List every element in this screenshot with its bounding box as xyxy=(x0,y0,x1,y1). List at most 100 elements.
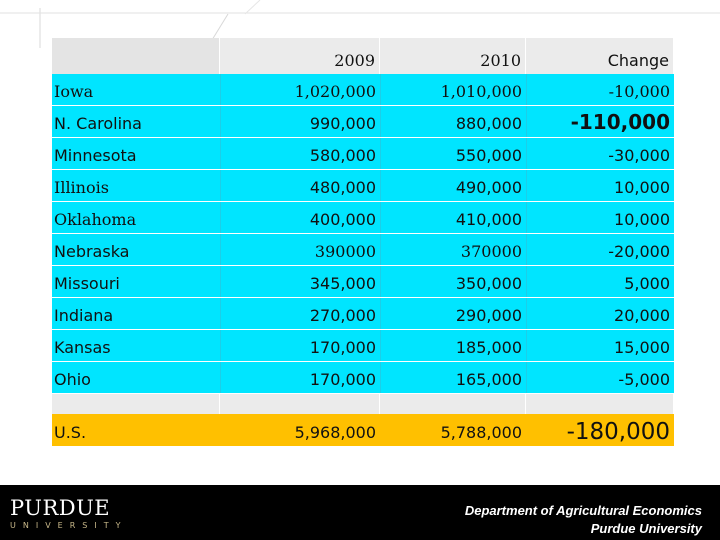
value-2010-cell: 350,000 xyxy=(380,266,526,297)
value-2010-cell: 370000 xyxy=(380,234,526,265)
state-cell: N. Carolina xyxy=(52,106,220,137)
value-2009: 480,000 xyxy=(309,178,376,197)
state-name: Illinois xyxy=(54,178,109,197)
change-value: 15,000 xyxy=(614,338,670,357)
value-2010: 290,000 xyxy=(455,306,522,325)
value-2009-cell: 1,020,000 xyxy=(220,74,380,105)
table-header-row: 2009 2010 Change xyxy=(52,38,674,74)
state-cell: Missouri xyxy=(52,266,220,297)
header-2009-cell: 2009 xyxy=(220,38,380,74)
change-cell: 20,000 xyxy=(526,298,674,329)
table-row-minnesota: Minnesota 580,000 550,000 -30,000 xyxy=(52,138,674,170)
table-row-us-total: U.S. 5,968,000 5,788,000 -180,000 xyxy=(52,414,674,446)
department-name: Department of Agricultural Economics xyxy=(464,503,702,518)
spacer-cell xyxy=(526,394,674,414)
value-2009-cell: 170,000 xyxy=(220,330,380,361)
value-2010-cell: 185,000 xyxy=(380,330,526,361)
acreage-table: 2009 2010 Change Iowa 1,020,000 1,010,00… xyxy=(52,38,674,446)
header-change-label: Change xyxy=(607,51,669,70)
value-2010-cell: 490,000 xyxy=(380,170,526,201)
change-value: -10,000 xyxy=(608,82,670,101)
value-2009: 345,000 xyxy=(309,274,376,293)
value-2010: 410,000 xyxy=(455,210,522,229)
value-2010-cell: 1,010,000 xyxy=(380,74,526,105)
value-2010: 550,000 xyxy=(455,146,522,165)
department-credit: Department of Agricultural Economics Pur… xyxy=(465,502,702,538)
university-name: Purdue University xyxy=(590,521,702,536)
change-value: -5,000 xyxy=(618,370,670,389)
value-2009: 580,000 xyxy=(309,146,376,165)
value-2009: 400,000 xyxy=(309,210,376,229)
value-2010: 185,000 xyxy=(455,338,522,357)
header-2010-cell: 2010 xyxy=(380,38,526,74)
change-value: 5,000 xyxy=(624,274,670,293)
change-cell: -30,000 xyxy=(526,138,674,169)
value-2009-cell: 270,000 xyxy=(220,298,380,329)
value-2009-cell: 400,000 xyxy=(220,202,380,233)
value-2010-cell: 290,000 xyxy=(380,298,526,329)
table-row-iowa: Iowa 1,020,000 1,010,000 -10,000 xyxy=(52,74,674,106)
header-state-cell xyxy=(52,38,220,74)
value-2009: 170,000 xyxy=(309,370,376,389)
table-row-indiana: Indiana 270,000 290,000 20,000 xyxy=(52,298,674,330)
state-cell: Illinois xyxy=(52,170,220,201)
total-label-cell: U.S. xyxy=(52,414,220,446)
total-2010-cell: 5,788,000 xyxy=(380,414,526,446)
state-name: Missouri xyxy=(54,274,120,293)
change-cell: 5,000 xyxy=(526,266,674,297)
value-2010: 370000 xyxy=(460,242,522,261)
change-cell: -5,000 xyxy=(526,362,674,393)
total-change: -180,000 xyxy=(566,419,670,445)
change-cell: 10,000 xyxy=(526,202,674,233)
purdue-logo: PURDUE UNIVERSITY xyxy=(10,497,128,530)
change-value: 10,000 xyxy=(614,178,670,197)
total-2010: 5,788,000 xyxy=(440,423,522,442)
table-row-ohio: Ohio 170,000 165,000 -5,000 xyxy=(52,362,674,394)
table-row-illinois: Illinois 480,000 490,000 10,000 xyxy=(52,170,674,202)
value-2009: 1,020,000 xyxy=(294,82,376,101)
value-2010: 350,000 xyxy=(455,274,522,293)
header-change-cell: Change xyxy=(526,38,674,74)
total-2009-cell: 5,968,000 xyxy=(220,414,380,446)
state-cell: Nebraska xyxy=(52,234,220,265)
value-2009-cell: 480,000 xyxy=(220,170,380,201)
footer-bar: PURDUE UNIVERSITY Department of Agricult… xyxy=(0,485,720,540)
header-2010-label: 2010 xyxy=(480,51,521,70)
state-name: Ohio xyxy=(54,370,91,389)
table-row-missouri: Missouri 345,000 350,000 5,000 xyxy=(52,266,674,298)
table-row-oklahoma: Oklahoma 400,000 410,000 10,000 xyxy=(52,202,674,234)
table-row-kansas: Kansas 170,000 185,000 15,000 xyxy=(52,330,674,362)
total-2009: 5,968,000 xyxy=(294,423,376,442)
logo-subtitle: UNIVERSITY xyxy=(10,521,128,530)
change-value: 10,000 xyxy=(614,210,670,229)
change-cell: 15,000 xyxy=(526,330,674,361)
change-value: -20,000 xyxy=(608,242,670,261)
change-value: -110,000 xyxy=(570,110,670,134)
spacer-cell xyxy=(220,394,380,414)
change-cell: -110,000 xyxy=(526,106,674,137)
value-2009-cell: 345,000 xyxy=(220,266,380,297)
state-cell: Indiana xyxy=(52,298,220,329)
value-2009: 390000 xyxy=(314,242,376,261)
value-2009-cell: 990,000 xyxy=(220,106,380,137)
value-2009: 270,000 xyxy=(309,306,376,325)
value-2010: 1,010,000 xyxy=(440,82,522,101)
state-name: Nebraska xyxy=(54,242,130,261)
value-2010: 490,000 xyxy=(455,178,522,197)
state-cell: Oklahoma xyxy=(52,202,220,233)
spacer-cell xyxy=(52,394,220,414)
state-name: Indiana xyxy=(54,306,114,325)
state-cell: Minnesota xyxy=(52,138,220,169)
state-cell: Iowa xyxy=(52,74,220,105)
state-name: Kansas xyxy=(54,338,111,357)
change-cell: -10,000 xyxy=(526,74,674,105)
change-cell: -20,000 xyxy=(526,234,674,265)
table-row-n-carolina: N. Carolina 990,000 880,000 -110,000 xyxy=(52,106,674,138)
header-2009-label: 2009 xyxy=(334,51,375,70)
change-cell: 10,000 xyxy=(526,170,674,201)
value-2009: 170,000 xyxy=(309,338,376,357)
state-name: Oklahoma xyxy=(54,210,137,229)
value-2010-cell: 550,000 xyxy=(380,138,526,169)
